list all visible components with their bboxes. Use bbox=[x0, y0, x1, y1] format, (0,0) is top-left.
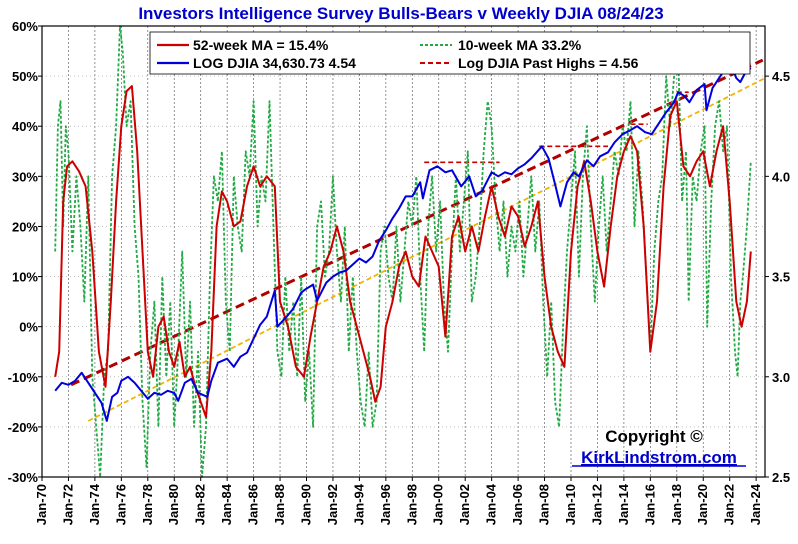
x-tick-label: Jan-76 bbox=[113, 484, 128, 525]
y-left-tick-label: 50% bbox=[12, 69, 38, 84]
legend-label-past-highs: Log DJIA Past Highs = 4.56 bbox=[458, 55, 639, 71]
y-left-tick-label: 20% bbox=[12, 219, 38, 234]
x-tick-label: Jan-78 bbox=[140, 484, 155, 525]
y-left-tick-label: -20% bbox=[8, 420, 39, 435]
x-tick-label: Jan-06 bbox=[510, 484, 525, 525]
legend: 52-week MA = 15.4% 10-week MA 33.2% LOG … bbox=[149, 31, 751, 75]
x-tick-label: Jan-18 bbox=[669, 484, 684, 525]
x-tick-label: Jan-80 bbox=[166, 484, 181, 525]
x-tick-label: Jan-84 bbox=[219, 483, 234, 525]
y-right-tick-label: 4.0 bbox=[772, 169, 790, 184]
plot-frame bbox=[41, 25, 766, 478]
legend-label-10wk: 10-week MA 33.2% bbox=[458, 37, 582, 53]
x-tick-label: Jan-12 bbox=[589, 484, 604, 525]
x-tick-label: Jan-14 bbox=[616, 483, 631, 525]
grid bbox=[42, 26, 765, 477]
x-tick-label: Jan-16 bbox=[642, 484, 657, 525]
10-week-ma-series bbox=[54, 25, 752, 478]
x-tick-label: Jan-98 bbox=[404, 484, 419, 525]
y-left-tick-label: -10% bbox=[8, 370, 39, 385]
y-right-tick-label: 4.5 bbox=[772, 69, 790, 84]
log-djia-series bbox=[54, 63, 752, 422]
x-tick-label: Jan-00 bbox=[431, 484, 446, 525]
y-right-tick-label: 3.0 bbox=[772, 370, 790, 385]
x-tick-label: Jan-24 bbox=[748, 483, 763, 525]
x-tick-label: Jan-90 bbox=[298, 484, 313, 525]
52-week-ma-series bbox=[54, 85, 752, 418]
trendline bbox=[70, 58, 764, 387]
chart-title: Investors Intelligence Survey Bulls-Bear… bbox=[138, 4, 663, 23]
x-tick-label: Jan-10 bbox=[563, 484, 578, 525]
y-right-tick-label: 3.5 bbox=[772, 270, 790, 285]
copyright-text: Copyright © bbox=[605, 427, 703, 446]
x-tick-label: Jan-96 bbox=[378, 484, 393, 525]
x-tick-label: Jan-82 bbox=[193, 484, 208, 525]
axes: Jan-70 Jan-72 Jan-74 Jan-76 Jan-78 Jan-80 Jan-… bbox=[8, 19, 790, 525]
y-right-tick-label: 2.5 bbox=[772, 470, 790, 485]
y-left-tick-label: 10% bbox=[12, 270, 38, 285]
x-tick-label: Jan-72 bbox=[60, 484, 75, 525]
x-tick-label: Jan-02 bbox=[457, 484, 472, 525]
x-tick-label: Jan-74 bbox=[87, 483, 102, 525]
x-tick-label: Jan-94 bbox=[351, 483, 366, 525]
x-tick-label: Jan-04 bbox=[484, 483, 499, 525]
y-left-tick-label: 30% bbox=[12, 169, 38, 184]
legend-label-52wk: 52-week MA = 15.4% bbox=[193, 37, 329, 53]
y-left-tick-label: -30% bbox=[8, 470, 39, 485]
legend-label-djia: LOG DJIA 34,630.73 4.54 bbox=[193, 55, 356, 71]
x-tick-label: Jan-88 bbox=[272, 484, 287, 525]
legend-box bbox=[149, 31, 751, 75]
y-left-tick-label: 60% bbox=[12, 19, 38, 34]
y-left-tick-label: 0% bbox=[19, 320, 38, 335]
x-tick-label: Jan-86 bbox=[246, 484, 261, 525]
y-left-tick-label: 40% bbox=[12, 119, 38, 134]
x-tick-label: Jan-70 bbox=[34, 484, 49, 525]
plot-area bbox=[54, 25, 766, 478]
kirklindstrom-link[interactable]: KirkLindstrom.com bbox=[581, 448, 737, 467]
x-tick-label: Jan-92 bbox=[325, 484, 340, 525]
x-tick-label: Jan-08 bbox=[537, 484, 552, 525]
x-tick-label: Jan-22 bbox=[722, 484, 737, 525]
x-tick-label: Jan-20 bbox=[695, 484, 710, 525]
